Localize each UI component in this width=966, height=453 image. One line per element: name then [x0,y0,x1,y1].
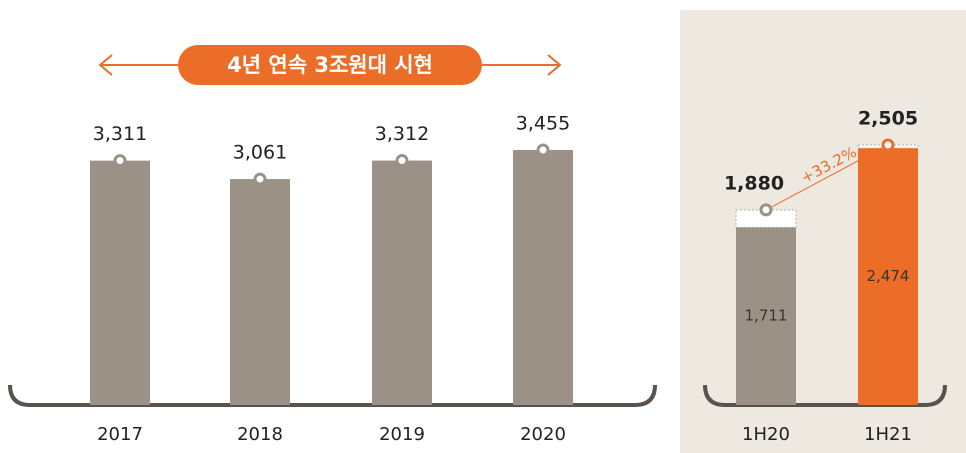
x-tick-label: 1H20 [742,424,790,445]
bar [736,227,796,405]
bar [90,160,150,405]
x-tick-label: 1H21 [864,424,912,445]
bar [230,179,290,405]
value-marker [759,203,773,217]
value-label: 1,880 [724,172,784,194]
value-marker [881,138,895,152]
baseline [8,384,657,407]
x-tick-label: 2017 [97,424,143,445]
banner [178,45,482,85]
x-tick-label: 2019 [379,424,425,445]
value-label: 3,311 [93,123,147,145]
value-label: 3,455 [516,113,570,135]
value-label: 3,312 [375,123,429,145]
inner-value-label: 2,474 [867,267,910,285]
x-tick-label: 2020 [520,424,566,445]
x-tick-label: 2018 [237,424,283,445]
bar [513,150,573,405]
value-marker [395,154,409,168]
banner-text: 4년 연속 3조원대 시현 [227,53,433,77]
growth-line [771,147,883,208]
arrow-head [547,54,562,76]
value-marker [253,172,267,186]
bar [372,160,432,405]
baseline [703,384,947,407]
value-marker [113,154,127,168]
panel-bg [680,10,966,453]
value-label: 2,505 [858,108,918,130]
inner-value-label: 1,711 [745,307,788,325]
bar [858,148,918,405]
arrow-head [98,54,113,76]
value-label: 3,061 [233,142,287,164]
value-marker [536,143,550,157]
